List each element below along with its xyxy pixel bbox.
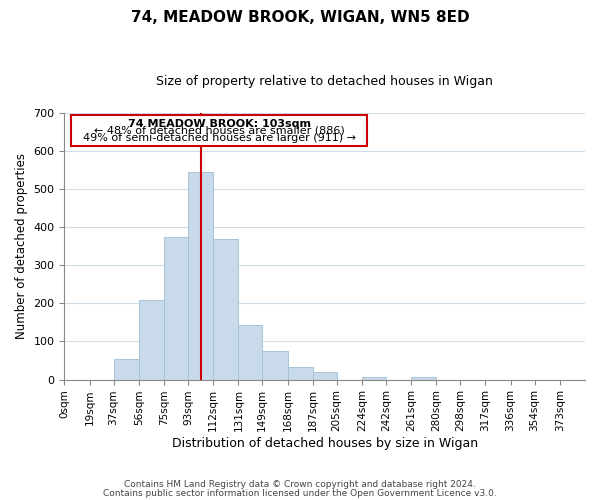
Bar (139, 300, 164, 380)
Bar (238, 326, 262, 380)
Text: ← 48% of detached houses are smaller (886): ← 48% of detached houses are smaller (88… (94, 126, 344, 136)
Bar (362, 376, 386, 380)
Title: Size of property relative to detached houses in Wigan: Size of property relative to detached ho… (156, 75, 493, 88)
FancyBboxPatch shape (71, 114, 367, 146)
Text: 49% of semi-detached houses are larger (911) →: 49% of semi-detached houses are larger (… (83, 132, 356, 142)
Text: Contains public sector information licensed under the Open Government Licence v3: Contains public sector information licen… (103, 489, 497, 498)
Bar (313, 372, 337, 380)
Bar (164, 236, 188, 380)
Text: 74 MEADOW BROOK: 103sqm: 74 MEADOW BROOK: 103sqm (128, 119, 311, 129)
Bar (188, 172, 213, 380)
Bar (262, 351, 287, 380)
Bar (411, 376, 436, 380)
Y-axis label: Number of detached properties: Number of detached properties (15, 153, 28, 339)
Bar (213, 238, 238, 380)
Text: Contains HM Land Registry data © Crown copyright and database right 2024.: Contains HM Land Registry data © Crown c… (124, 480, 476, 489)
X-axis label: Distribution of detached houses by size in Wigan: Distribution of detached houses by size … (172, 437, 478, 450)
Bar (287, 367, 313, 380)
Text: 74, MEADOW BROOK, WIGAN, WN5 8ED: 74, MEADOW BROOK, WIGAN, WN5 8ED (131, 10, 469, 25)
Bar (113, 359, 139, 380)
